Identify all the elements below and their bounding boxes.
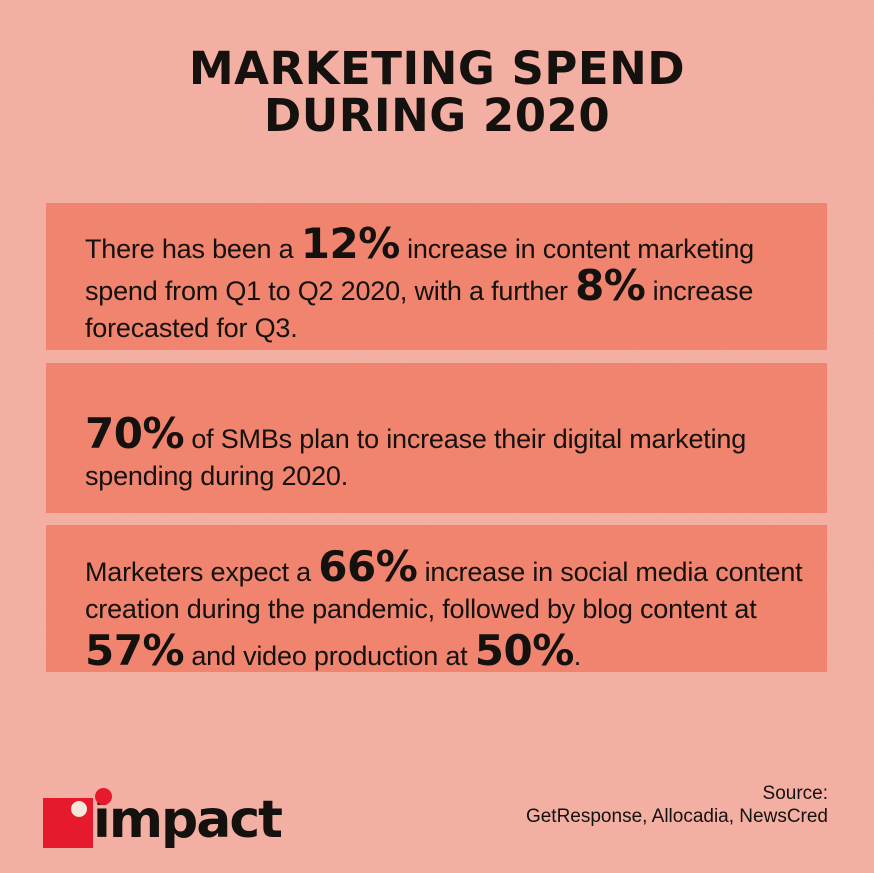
source-attribution: Source: GetResponse, Allocadia, NewsCred xyxy=(526,782,828,828)
logo-square-icon xyxy=(43,798,93,848)
stat-text: and video production at xyxy=(184,641,475,671)
stat-text: creation during the pandemic, followed b… xyxy=(85,594,757,624)
stat-card-content-marketing: There has been a 12% increase in content… xyxy=(46,203,827,350)
page-title: MARKETING SPEND DURING 2020 xyxy=(0,45,874,139)
stat-card-content-creation: Marketers expect a 66% increase in socia… xyxy=(46,525,827,672)
logo-wordmark: impact xyxy=(93,790,283,850)
page-title-line-1: MARKETING SPEND xyxy=(188,42,686,95)
stat-text: . xyxy=(573,641,582,671)
stat-number: 50% xyxy=(474,626,575,675)
stat-line: 57% and video production at 50%. xyxy=(85,630,797,672)
stat-line: 70% of SMBs plan to increase their digit… xyxy=(85,413,797,455)
stat-number: 70% xyxy=(85,409,185,458)
logo-i-dot-icon xyxy=(95,788,112,805)
stat-text: forecasted for Q3. xyxy=(85,313,298,343)
stat-line: spend from Q1 to Q2 2020, with a further… xyxy=(85,265,797,307)
stat-line: spending during 2020. xyxy=(85,455,797,497)
stat-text: spending during 2020. xyxy=(85,461,349,491)
stat-text: spend from Q1 to Q2 2020, with a further xyxy=(85,276,576,306)
stat-line: creation during the pandemic, followed b… xyxy=(85,588,797,630)
page-title-line-2: DURING 2020 xyxy=(263,89,611,142)
stat-text: of SMBs plan to increase their digital m… xyxy=(184,424,747,454)
stat-text: There has been a xyxy=(85,234,301,264)
logo-circle-icon xyxy=(71,801,87,817)
stat-text: increase in social media content xyxy=(417,557,803,587)
impact-logo: impact xyxy=(43,786,283,852)
stat-text: increase xyxy=(645,276,754,306)
source-value: GetResponse, Allocadia, NewsCred xyxy=(525,806,828,827)
stat-text: increase in content marketing xyxy=(399,234,754,264)
stat-line: Marketers expect a 66% increase in socia… xyxy=(85,546,803,588)
stat-number: 57% xyxy=(85,626,185,675)
stat-number: 12% xyxy=(300,219,401,268)
stat-text: Marketers expect a xyxy=(85,557,319,587)
source-label: Source: xyxy=(762,783,828,804)
stat-number: 66% xyxy=(318,542,418,591)
stat-card-smb-spending: 70% of SMBs plan to increase their digit… xyxy=(46,363,827,513)
stat-line: There has been a 12% increase in content… xyxy=(85,223,797,265)
stat-line: forecasted for Q3. xyxy=(85,307,797,349)
stat-number: 8% xyxy=(575,261,646,310)
